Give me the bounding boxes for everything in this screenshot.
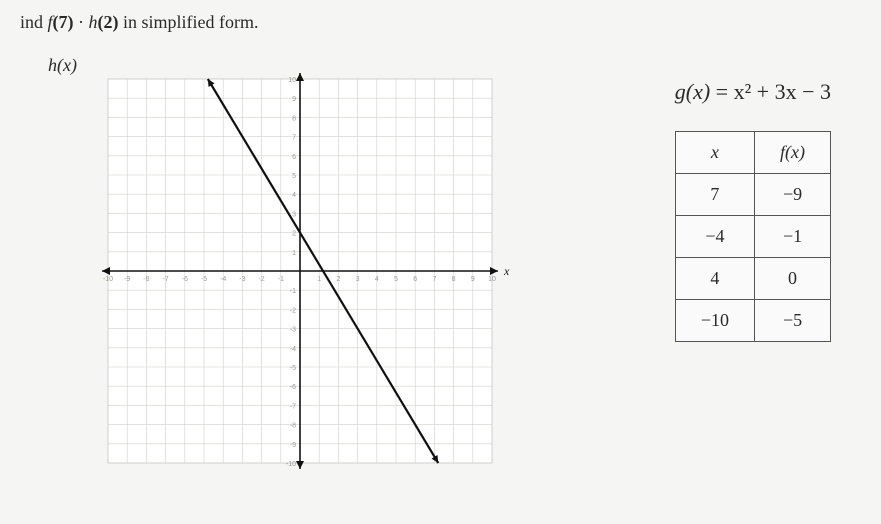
svg-text:-7: -7 (290, 403, 296, 410)
svg-text:4: 4 (292, 192, 296, 199)
svg-text:7: 7 (292, 135, 296, 142)
table-cell-x: 4 (675, 258, 754, 300)
svg-text:-3: -3 (290, 327, 296, 334)
table-cell-fx: 0 (755, 258, 831, 300)
svg-text:-4: -4 (220, 276, 226, 283)
prompt-dot: · (74, 12, 89, 32)
svg-text:-2: -2 (258, 276, 264, 283)
svg-text:7: 7 (432, 276, 436, 283)
table-row: −4 −1 (675, 216, 830, 258)
svg-text:6: 6 (413, 276, 417, 283)
svg-text:-1: -1 (290, 288, 296, 295)
svg-text:3: 3 (356, 276, 360, 283)
table-header-x: x (675, 132, 754, 174)
svg-text:2: 2 (336, 276, 340, 283)
svg-text:5: 5 (292, 173, 296, 180)
table-cell-fx: −5 (755, 300, 831, 342)
svg-text:5: 5 (394, 276, 398, 283)
svg-text:-9: -9 (290, 442, 296, 449)
svg-text:-1: -1 (278, 276, 284, 283)
svg-text:-2: -2 (290, 307, 296, 314)
table-header-fx: f(x) (755, 132, 831, 174)
table-cell-fx: −9 (755, 174, 831, 216)
svg-text:9: 9 (471, 276, 475, 283)
prompt-suffix: in simplified form. (119, 12, 259, 32)
table-row: −10 −5 (675, 300, 830, 342)
equation-rhs: = x² + 3x − 3 (710, 79, 831, 104)
svg-text:-8: -8 (143, 276, 149, 283)
table-row: 4 0 (675, 258, 830, 300)
svg-text:4: 4 (375, 276, 379, 283)
svg-text:8: 8 (452, 276, 456, 283)
svg-text:-5: -5 (290, 365, 296, 372)
svg-text:10: 10 (488, 276, 496, 283)
svg-text:2: 2 (292, 231, 296, 238)
svg-text:-3: -3 (239, 276, 245, 283)
table-cell-x: 7 (675, 174, 754, 216)
table-row: 7 −9 (675, 174, 830, 216)
svg-text:9: 9 (292, 96, 296, 103)
svg-text:6: 6 (292, 154, 296, 161)
prompt-f-arg: (7) (53, 12, 74, 32)
table-cell-x: −10 (675, 300, 754, 342)
table-header-row: x f(x) (675, 132, 830, 174)
svg-text:8: 8 (292, 115, 296, 122)
coordinate-graph: -10 -9 -8 -7 -6 -5 -4 -3 -2 -1 1 2 3 4 5 6 7 8 9 10 -10 -9 -8 -… (90, 61, 510, 481)
svg-text:-7: -7 (162, 276, 168, 283)
svg-text:-10: -10 (103, 276, 113, 283)
function-table: x f(x) 7 −9 −4 −1 4 0 −10 −5 (675, 131, 831, 342)
table-cell-fx: −1 (755, 216, 831, 258)
prompt-prefix: ind (20, 12, 48, 32)
table-cell-x: −4 (675, 216, 754, 258)
prompt-h-arg: (2) (98, 12, 119, 32)
svg-text:-6: -6 (290, 384, 296, 391)
svg-text:-5: -5 (201, 276, 207, 283)
graph-function-label: h(x) (48, 55, 77, 76)
svg-text:-10: -10 (286, 461, 296, 468)
svg-text:-6: -6 (182, 276, 188, 283)
svg-text:-9: -9 (124, 276, 130, 283)
graph-container: h(x) -10-9-8-7-6-5-4-3-2-112345678910-10… (90, 61, 510, 481)
svg-text:-8: -8 (290, 423, 296, 430)
svg-text:-4: -4 (290, 346, 296, 353)
svg-text:10: 10 (288, 77, 296, 84)
prompt-h: h (89, 12, 98, 32)
svg-text:1: 1 (317, 276, 321, 283)
svg-text:x: x (503, 264, 510, 278)
svg-text:3: 3 (292, 211, 296, 218)
equation-g: g(x) = x² + 3x − 3 (675, 79, 831, 105)
equation-lhs: g(x) (675, 79, 710, 104)
svg-text:1: 1 (292, 250, 296, 257)
question-prompt: ind f(7) · h(2) in simplified form. (20, 12, 861, 33)
